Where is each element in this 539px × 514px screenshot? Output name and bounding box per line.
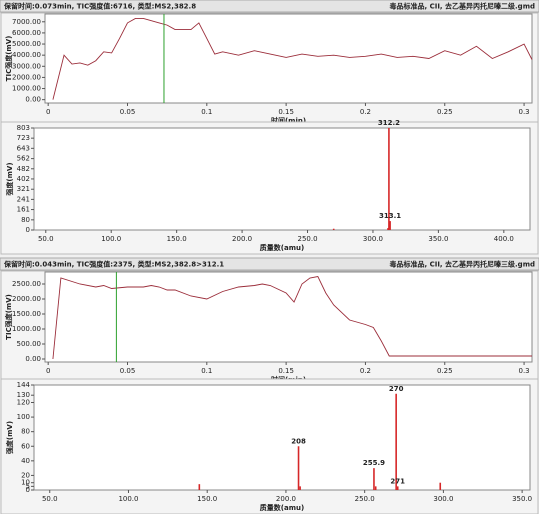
y-tick-label: 1000.00 <box>12 325 41 333</box>
y-tick-label: 803 <box>17 124 30 132</box>
x-tick-label: 0 <box>46 367 50 375</box>
y-tick-label: 80 <box>21 428 30 436</box>
x-tick-label: 0 <box>46 108 50 116</box>
y-tick-label: 241 <box>17 195 30 203</box>
x-tick-label: 100.0 <box>118 495 138 503</box>
peak-label: 208 <box>291 437 306 445</box>
header-subtitle: 毒品标准品, CII, 去乙基异丙托尼嗪二级.gmd <box>389 2 535 11</box>
x-axis-label: 质量数(amu) <box>260 243 304 252</box>
y-tick-label: 2000.00 <box>12 73 41 81</box>
y-axis-label: 强度(mV) <box>5 162 14 195</box>
x-tick-label: 350.0 <box>512 495 532 503</box>
x-axis-label: 时间(min) <box>271 116 306 125</box>
x-tick-label: 50.0 <box>42 495 58 503</box>
y-tick-label: 80 <box>21 216 30 224</box>
y-tick-label: 130 <box>17 391 30 399</box>
y-axis-label: TIC强度(mV) <box>4 294 13 340</box>
y-tick-label: 20 <box>21 471 30 479</box>
x-tick-label: 300.0 <box>363 235 383 243</box>
x-tick-label: 0.15 <box>278 367 294 375</box>
y-tick-label: 120 <box>17 399 30 407</box>
y-tick-label: 500.00 <box>17 340 42 348</box>
x-axis-label: 质量数(amu) <box>260 503 304 512</box>
header-title: 保留时间:0.043min, TIC强度值:2375, 类型:MS2,382.8… <box>3 260 224 269</box>
x-tick-label: 250.0 <box>297 235 317 243</box>
peak-label: 255.9 <box>363 459 385 467</box>
x-tick-label: 0.25 <box>437 367 453 375</box>
y-axis-label: 强度(mV) <box>5 421 14 454</box>
y-tick-label: 482 <box>17 165 30 173</box>
x-tick-label: 0.25 <box>437 108 453 116</box>
y-tick-label: 60 <box>21 442 30 450</box>
x-tick-label: 0.3 <box>518 108 529 116</box>
x-tick-label: 100.0 <box>101 235 121 243</box>
x-tick-label: 150.0 <box>197 495 217 503</box>
y-tick-label: 3000.00 <box>12 62 41 70</box>
y-axis-label: TIC强度(mV) <box>4 36 13 82</box>
y-tick-label: 7000.00 <box>12 18 41 26</box>
y-tick-label: 562 <box>17 155 30 163</box>
y-tick-label: 402 <box>17 175 30 183</box>
x-tick-label: 200.0 <box>276 495 296 503</box>
peak-label: 312.2 <box>378 119 400 127</box>
header-subtitle: 毒品标准品, CII, 去乙基异丙托尼嗪三级.gmd <box>389 260 535 269</box>
x-tick-label: 0.2 <box>360 108 371 116</box>
y-tick-label: 0 <box>26 486 30 494</box>
x-tick-label: 250.0 <box>355 495 375 503</box>
plot-area <box>44 271 533 363</box>
header-bar <box>0 0 539 13</box>
y-tick-label: 2000.00 <box>12 295 41 303</box>
x-tick-label: 0.3 <box>518 367 529 375</box>
header-title: 保留时间:0.073min, TIC强度值:6716, 类型:MS2,382.8 <box>3 2 196 11</box>
y-tick-label: 144 <box>17 381 31 389</box>
peak-label: 270 <box>389 385 404 393</box>
plot-area <box>44 13 533 104</box>
y-tick-label: 0.00 <box>25 355 41 363</box>
header-bar <box>0 257 539 271</box>
y-tick-label: 1000.00 <box>12 85 41 93</box>
y-tick-label: 5 <box>26 482 30 490</box>
y-tick-label: 1500.00 <box>12 310 41 318</box>
y-tick-label: 161 <box>17 206 30 214</box>
x-tick-label: 0.05 <box>120 367 136 375</box>
x-tick-label: 150.0 <box>167 235 187 243</box>
y-tick-label: 723 <box>17 134 30 142</box>
x-tick-label: 0.05 <box>120 108 136 116</box>
y-tick-label: 6000.00 <box>12 29 41 37</box>
x-tick-label: 0.2 <box>360 367 371 375</box>
y-tick-label: 0 <box>26 226 30 234</box>
y-tick-label: 0.00 <box>25 96 41 104</box>
x-tick-label: 350.0 <box>428 235 448 243</box>
y-tick-label: 5000.00 <box>12 40 41 48</box>
y-tick-label: 10 <box>21 479 30 487</box>
y-tick-label: 2500.00 <box>12 280 41 288</box>
y-tick-label: 643 <box>17 144 30 152</box>
y-tick-label: 40 <box>21 457 30 465</box>
x-tick-label: 0.15 <box>278 108 294 116</box>
x-tick-label: 200.0 <box>232 235 252 243</box>
peak-label: 271 <box>390 477 405 485</box>
x-tick-label: 300.0 <box>433 495 453 503</box>
tic-line <box>52 275 532 360</box>
x-tick-label: 400.0 <box>494 235 514 243</box>
x-tick-label: 50.0 <box>38 235 54 243</box>
y-tick-label: 4000.00 <box>12 51 41 59</box>
y-tick-label: 321 <box>17 185 30 193</box>
x-tick-label: 0.1 <box>201 108 212 116</box>
tic-line <box>52 18 533 100</box>
x-tick-label: 0.1 <box>201 367 212 375</box>
plot-area <box>33 127 531 231</box>
peak-label: 313.1 <box>379 212 401 220</box>
y-tick-label: 100 <box>17 413 30 421</box>
plot-area <box>33 384 531 491</box>
